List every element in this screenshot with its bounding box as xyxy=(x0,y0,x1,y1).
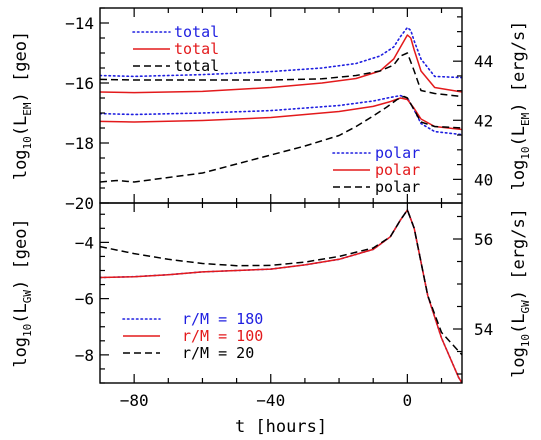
top-ylabel-right-sub2: EM xyxy=(519,112,532,126)
y-tick-label-right: 42 xyxy=(474,111,493,130)
legend-label: total xyxy=(174,57,219,75)
x-axis-title: t [hours] xyxy=(235,417,327,437)
y-tick-label-left: −6 xyxy=(75,290,94,309)
top-ylabel-left: log10(LEM) [geo] xyxy=(11,31,34,180)
bottom-panel-frame xyxy=(99,202,463,384)
bottom-series-solid-1 xyxy=(100,209,462,383)
top-ylabel-right-mid: (L xyxy=(509,126,529,146)
x-tick-label: −40 xyxy=(256,391,285,410)
series-layer xyxy=(100,26,462,383)
y-tick-label-left: −14 xyxy=(65,14,94,33)
top-ylabel-left-sub1: 10 xyxy=(21,136,34,149)
legend-label: polar xyxy=(375,144,420,162)
axes-layer xyxy=(99,7,463,384)
y-tick-label-right: 40 xyxy=(474,170,493,189)
y-tick-label-right: 56 xyxy=(474,230,493,249)
y-tick-label-left: −4 xyxy=(75,233,94,252)
bottom-series-dotted-0 xyxy=(100,209,462,383)
top-ylabel-left-pre: log xyxy=(11,149,31,180)
top-ylabel-right-sub1: 10 xyxy=(519,146,532,159)
legend-label: r/M = 100 xyxy=(182,327,263,345)
top-series-dotted-3 xyxy=(100,94,462,136)
y-tick-label-right: 44 xyxy=(474,52,493,71)
y-tick-label-left: −16 xyxy=(65,74,94,93)
legend-label: total xyxy=(174,23,219,41)
bottom-ylabel-left-pre: log xyxy=(11,337,31,368)
top-ylabel-right-pre: log xyxy=(509,160,529,191)
bottom-panel-series xyxy=(100,209,462,383)
legend-label: polar xyxy=(375,161,420,179)
bottom-series-dashed-2 xyxy=(100,209,462,356)
y-tick-label-left: −18 xyxy=(65,134,94,153)
bottom-ylabel-left: log10(LGW) [geo] xyxy=(11,218,34,367)
y-tick-label-right: 54 xyxy=(474,320,493,339)
x-tick-label: 0 xyxy=(403,391,413,410)
bottom-ylabel-right-sub1: 10 xyxy=(519,334,532,347)
bottom-ylabel-right: log10(LGW) [erg/s] xyxy=(509,208,532,378)
bottom-ylabel-left-post: ) [geo] xyxy=(11,218,31,290)
bottom-ylabel-left-sub2: GW xyxy=(21,290,34,304)
top-series-solid-4 xyxy=(100,97,462,131)
top-series-dotted-0 xyxy=(100,26,462,79)
legend-label: total xyxy=(174,40,219,58)
bottom-ylabel-right-sub2: GW xyxy=(519,300,532,314)
top-panel-series xyxy=(100,26,462,183)
top-ylabel-right-post: ) [erg/s] xyxy=(509,21,529,113)
top-ylabel-right: log10(LEM) [erg/s] xyxy=(509,21,532,191)
y-tick-label-left: −8 xyxy=(75,346,94,365)
bottom-ylabel-right-post: ) [erg/s] xyxy=(509,208,529,300)
top-series-solid-1 xyxy=(100,34,462,94)
bottom-ylabel-right-mid: (L xyxy=(509,313,529,333)
bottom-ylabel-left-sub1: 10 xyxy=(21,324,34,337)
x-tick-label: −80 xyxy=(120,391,149,410)
top-ylabel-left-post: ) [geo] xyxy=(11,31,31,103)
top-ylabel-left-mid: (L xyxy=(11,116,31,136)
legend-label: r/M = 180 xyxy=(182,310,263,328)
y-tick-label-left: −20 xyxy=(65,194,94,213)
legend-label: r/M = 20 xyxy=(182,344,254,362)
top-series-dashed-5 xyxy=(100,95,462,183)
bottom-ylabel-right-pre: log xyxy=(509,347,529,378)
bottom-ylabel-left-mid: (L xyxy=(11,303,31,323)
top-series-dashed-2 xyxy=(100,52,462,98)
legend-label: polar xyxy=(375,178,420,196)
top-ylabel-left-sub2: EM xyxy=(21,102,34,116)
